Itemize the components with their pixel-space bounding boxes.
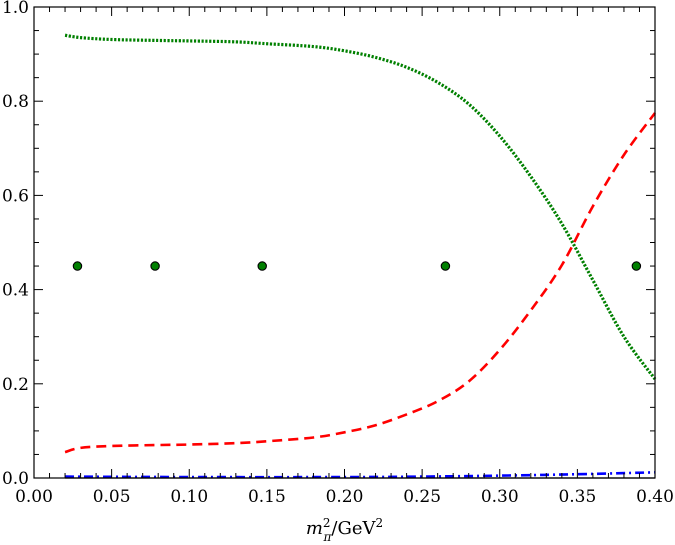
x-tick-label-3: 0.15	[248, 487, 286, 507]
x-axis-label-unit: /GeV	[331, 518, 376, 539]
x-axis-label-sub: π	[323, 530, 333, 544]
x-tick-label-7: 0.35	[558, 487, 596, 507]
x-axis-label-unit-sup: 2	[376, 516, 384, 530]
series-line-dashed-1	[64, 112, 657, 454]
y-tick-label-4: 0.8	[2, 92, 29, 112]
data-point-2	[257, 261, 267, 271]
x-tick-label-8: 0.40	[636, 487, 674, 507]
series-layer	[64, 33, 657, 479]
x-tick-label-4: 0.20	[326, 487, 364, 507]
x-tick-label-0: 0.00	[15, 487, 53, 507]
data-point-3	[440, 261, 451, 271]
x-tick-label-2: 0.10	[170, 487, 208, 507]
data-point-0	[72, 261, 83, 271]
data-point-4	[631, 261, 642, 271]
series-line-dotted-0	[64, 33, 657, 381]
ticks-layer: 0.00 0.05 0.10 0.15 0.20 0.25 0.30 0.35 0.40 0.0 0…	[2, 0, 674, 507]
points-layer	[72, 261, 642, 271]
y-tick-label-0: 0.0	[2, 469, 29, 489]
series-line-dashdot-2	[65, 471, 656, 479]
y-tick-label-5: 1.0	[2, 0, 29, 18]
y-tick-label-2: 0.4	[2, 281, 29, 301]
x-tick-label-6: 0.30	[481, 487, 519, 507]
x-tick-label-5: 0.25	[403, 487, 441, 507]
y-tick-label-3: 0.6	[2, 186, 29, 206]
x-axis-label-sup: 2	[323, 516, 331, 530]
x-axis-label: m2 π/GeV2	[306, 516, 383, 544]
data-point-1	[150, 261, 160, 271]
x-tick-label-1: 0.05	[93, 487, 131, 507]
y-tick-label-1: 0.2	[2, 375, 29, 395]
x-axis-label-m: m	[306, 518, 323, 539]
plot-frame	[33, 6, 656, 479]
